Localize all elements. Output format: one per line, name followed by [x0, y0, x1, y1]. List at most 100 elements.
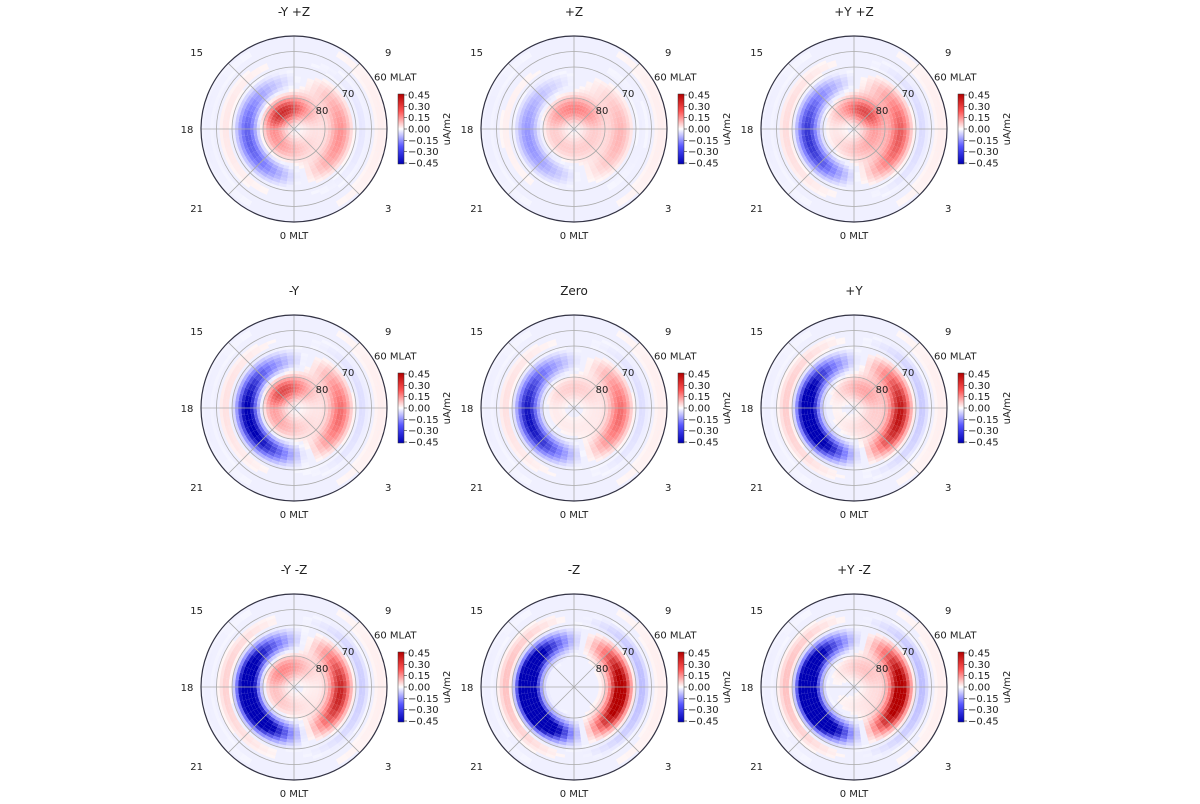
heatmap-cell [254, 129, 257, 134]
heatmap-cell [574, 147, 577, 150]
heatmap-cell [294, 358, 301, 362]
heatmap-cell [849, 92, 854, 95]
heatmap-cell [571, 147, 574, 150]
colorbar-tick-label: −0.30 [968, 147, 999, 158]
heatmap-cell [568, 79, 575, 83]
heatmap-cell [897, 123, 901, 129]
heatmap-cell [614, 129, 617, 135]
heatmap-cell [337, 402, 341, 408]
heatmap-cell [238, 129, 242, 136]
panel-title: +Z [565, 5, 583, 19]
heatmap-cell [829, 126, 832, 129]
mlat-label-60: 60 MLAT [374, 72, 417, 83]
heatmap-cell [846, 184, 854, 188]
heatmap-cell [574, 172, 580, 176]
heatmap-cell [629, 400, 633, 408]
heatmap-cell [238, 122, 242, 129]
heatmap-cell [623, 129, 627, 136]
heatmap-cell [319, 125, 322, 129]
heatmap-cell [288, 448, 294, 451]
heatmap-cell [334, 123, 337, 129]
heatmap-cell [238, 401, 242, 408]
colorbar-tick-label: 0.00 [688, 125, 710, 136]
heatmap-cell [251, 402, 254, 408]
mlt-label-21: 21 [190, 204, 203, 215]
heatmap-cell [294, 151, 297, 154]
heatmap-cell [287, 178, 294, 182]
heatmap-cell [528, 123, 532, 129]
heatmap-cell [294, 175, 301, 179]
heatmap-cell [848, 169, 854, 172]
heatmap-cell [518, 408, 522, 415]
mlat-label-80: 80 [316, 385, 329, 396]
heatmap-cell [847, 181, 854, 185]
heatmap-cell [294, 433, 298, 436]
heatmap-cell [346, 122, 350, 129]
heatmap-cell [620, 123, 624, 130]
heatmap-cell [879, 125, 882, 129]
heatmap-cell [850, 154, 854, 157]
heatmap-cell [804, 123, 808, 130]
heatmap-cell [518, 129, 522, 136]
colorbar-tick-label: 0.45 [968, 91, 990, 102]
heatmap-cell [331, 129, 334, 134]
heatmap-cell [316, 129, 319, 132]
heatmap-cell [829, 129, 832, 132]
heatmap-cell [251, 408, 254, 414]
heatmap-cell [567, 76, 574, 80]
colorbar-tick-label: 0.30 [688, 102, 710, 113]
heatmap-cell [319, 404, 322, 408]
heatmap-cell [294, 92, 299, 95]
heatmap-cell [287, 181, 294, 185]
heatmap-cell [515, 129, 519, 137]
heatmap-cell [814, 129, 817, 134]
colorbar-gradient [678, 94, 684, 164]
heatmap-cell [312, 405, 315, 408]
heatmap-cell [288, 172, 294, 176]
heatmap-cell [854, 175, 861, 179]
heatmap-cell [574, 463, 582, 467]
heatmap-cell [574, 154, 578, 157]
heatmap-cell [854, 147, 857, 150]
heatmap-cell [294, 380, 298, 383]
heatmap-cell [294, 454, 301, 458]
heatmap-cell [906, 129, 910, 136]
colorbar-tick-label: −0.15 [688, 136, 719, 147]
heatmap-cell [569, 92, 574, 95]
heatmap-cell [244, 402, 248, 409]
heatmap-cell [826, 129, 829, 133]
heatmap-cell [291, 426, 294, 429]
heatmap-cell [909, 121, 913, 129]
heatmap-cell [331, 403, 334, 408]
heatmap-cell [269, 126, 272, 129]
heatmap-cell [349, 129, 353, 137]
heatmap-cell [568, 172, 574, 176]
heatmap-cell [626, 408, 630, 415]
colorbar-tick-label: 0.45 [408, 91, 430, 102]
mlt-label-15: 15 [190, 48, 203, 59]
heatmap-cell [854, 172, 860, 176]
heatmap-cell [288, 365, 294, 368]
heatmap-cell [568, 175, 575, 179]
heatmap-cell [795, 121, 799, 129]
heatmap-cell [879, 129, 882, 133]
heatmap-cell [254, 403, 257, 408]
heatmap-cell [294, 460, 301, 464]
mlt-label-15: 15 [190, 327, 203, 338]
mlt-label-9: 9 [385, 48, 391, 59]
heatmap-cell [289, 89, 294, 92]
heatmap-cell [876, 129, 879, 132]
colorbar-tick-label: −0.30 [408, 426, 439, 437]
heatmap-cell [854, 104, 857, 107]
heatmap-cell [626, 401, 630, 408]
colorbar-tick-label: 0.45 [688, 91, 710, 102]
heatmap-cell [349, 121, 353, 129]
heatmap-cell [291, 430, 294, 433]
heatmap-cell [574, 104, 577, 107]
heatmap-cell [294, 448, 300, 451]
heatmap-cell [294, 107, 297, 110]
